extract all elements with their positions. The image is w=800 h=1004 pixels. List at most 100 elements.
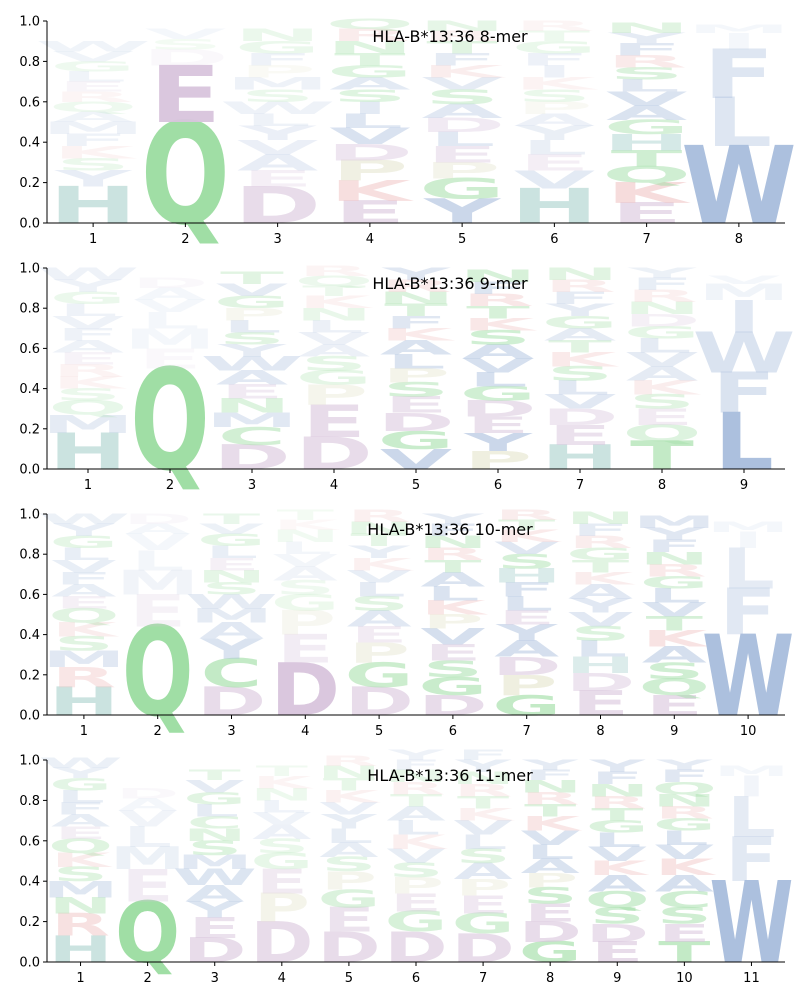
logo-letter-T: T (220, 269, 284, 288)
logo-letter-K: K (420, 597, 489, 620)
logo-letter-L: L (721, 537, 775, 602)
logo-letter-E: E (242, 166, 314, 192)
logo-letter-K: K (51, 619, 120, 642)
logo-letter-A: A (51, 581, 116, 600)
logo-letter-H: H (492, 564, 562, 587)
logo-letter-W: W (35, 38, 151, 54)
logo-letter-S: S (456, 845, 511, 868)
logo-letter-E: E (122, 860, 174, 912)
logo-letter-W: W (201, 352, 304, 375)
logo-letter-S: S (54, 385, 121, 404)
logo-letter-G: G (49, 533, 118, 552)
logo-letter-V: V (708, 274, 781, 287)
logo-letter-E: E (323, 900, 375, 939)
logo-letter-Q: Q (130, 341, 209, 503)
logo-letter-Q: Q (122, 601, 193, 745)
logo-letter-A: A (420, 568, 485, 591)
logo-letter-P: P (348, 637, 410, 670)
logo-letter-G: G (50, 289, 127, 308)
logo-letter-T: T (323, 775, 375, 794)
logo-letter-V: V (216, 281, 288, 300)
x-tick-label: 2 (166, 478, 174, 493)
logo-letter-K: K (329, 175, 414, 207)
logo-letter-W: W (36, 265, 139, 284)
logo-letter-L: L (632, 334, 692, 357)
logo-letter-K: K (421, 62, 506, 82)
logo-letter-L: L (500, 593, 554, 616)
logo-letter-L: L (727, 785, 776, 850)
logo-letter-P: P (321, 866, 377, 895)
logo-letter-F: F (712, 362, 776, 427)
logo-letter-L: L (60, 68, 127, 84)
logo-letter-S: S (148, 36, 224, 52)
logo-letter-P: P (382, 364, 450, 387)
logo-letter-A: A (252, 821, 311, 844)
logo-letter-R: R (544, 277, 616, 296)
logo-letter-L: L (426, 582, 480, 605)
logo-letter-E: E (390, 888, 442, 917)
logo-letter-N: N (459, 267, 537, 286)
logo-letter-E: E (302, 396, 366, 448)
logo-letter-G: G (419, 173, 505, 205)
logo-letter-W: W (185, 591, 278, 614)
logo-letter-K: K (386, 831, 448, 854)
logo-letter-F: F (572, 521, 629, 540)
x-tick-label: 8 (546, 971, 554, 986)
logo-letter-S: S (496, 550, 557, 573)
logo-letter-P: P (300, 379, 368, 411)
logo-letter-L: L (205, 543, 259, 562)
logo-letter-E: E (256, 862, 308, 901)
logo-letter-A: A (125, 521, 191, 537)
logo-letter-Y: Y (381, 265, 452, 284)
logo-letter-D: D (377, 408, 455, 437)
logo-letter-E: E (548, 419, 612, 451)
logo-letter-A: A (568, 580, 633, 603)
logo-letter-S: S (254, 835, 309, 858)
logo-letter-V: V (386, 845, 445, 868)
logo-letter-N: N (639, 549, 709, 568)
logo-letter-V: V (199, 521, 265, 537)
y-tick-label: 1.0 (19, 754, 40, 769)
logo-letter-T: T (203, 511, 260, 527)
logo-letter-K: K (462, 315, 539, 334)
logo-letter-P: P (522, 869, 578, 892)
logo-panel-1: HYSKFMAQRELGVWQEDSVDEAVYLWSMPFGNEKPDVLIS… (19, 15, 797, 257)
logo-letter-W: W (38, 511, 131, 527)
logo-letter-G: G (235, 38, 321, 58)
logo-letter-R: R (642, 561, 707, 580)
logo-letter-Q: Q (48, 605, 119, 628)
logo-letter-N: N (326, 38, 414, 58)
logo-letter-T: T (498, 517, 555, 533)
logo-letter-Q: Q (602, 162, 691, 188)
logo-letter-S: S (54, 633, 115, 656)
logo-letter-A: A (380, 336, 452, 359)
x-tick-label: 6 (412, 971, 420, 986)
logo-letter-S: S (628, 390, 695, 413)
logo-letter-L: L (190, 801, 239, 820)
logo-letter-W: W (681, 124, 797, 248)
logo-letter-R: R (422, 28, 503, 44)
logo-letter-E: E (150, 49, 222, 140)
logo-letter-R: R (387, 779, 446, 798)
logo-letter-K: K (380, 325, 457, 344)
logo-letter-N: N (565, 509, 635, 528)
y-tick-label: 1.0 (19, 262, 40, 277)
logo-letter-L: L (336, 110, 403, 133)
logo-letter-L: L (56, 787, 105, 806)
logo-letter-M: M (190, 605, 274, 628)
y-tick-label: 0.2 (19, 668, 40, 683)
logo-letter-Y: Y (607, 30, 685, 46)
y-tick-label: 0.8 (19, 302, 40, 317)
logo-letter-I: I (719, 28, 758, 54)
logo-letter-W: W (692, 322, 795, 387)
logo-letter-F: F (457, 747, 509, 763)
logo-letter-E: E (518, 150, 590, 176)
logo-letter-G: G (214, 293, 291, 312)
logo-letter-V: V (568, 609, 633, 632)
logo-letter-T: T (302, 283, 366, 299)
logo-letter-R: R (626, 287, 698, 306)
logo-letter-S: S (55, 155, 131, 175)
logo-letter-T: T (426, 38, 498, 58)
x-tick-label: 7 (642, 232, 650, 247)
